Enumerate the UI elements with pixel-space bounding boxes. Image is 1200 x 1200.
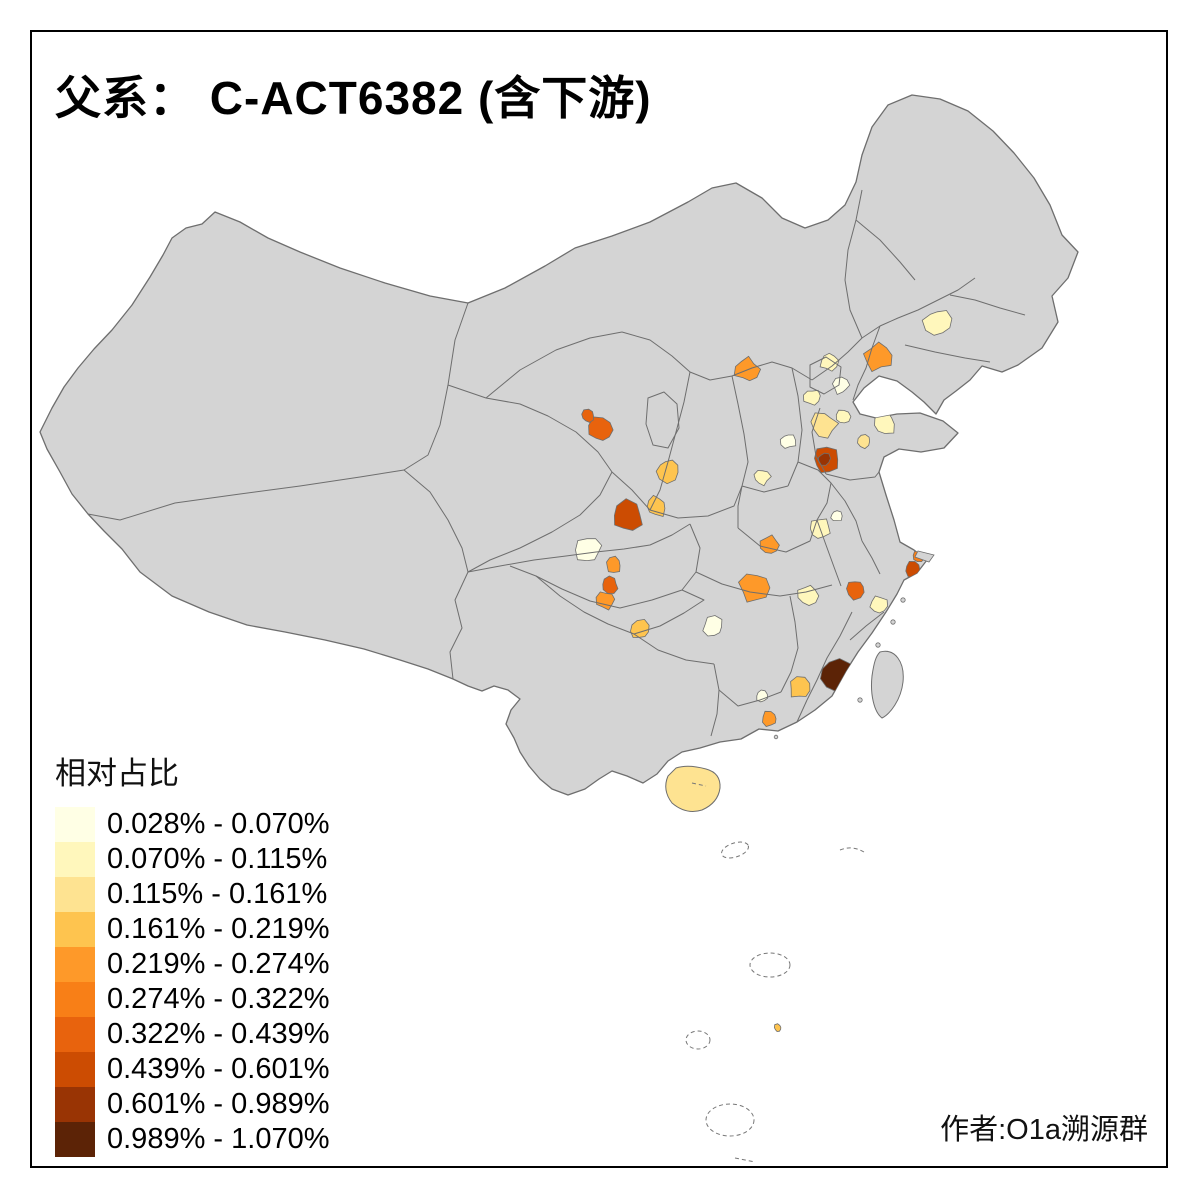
- legend-label: 0.070% - 0.115%: [107, 843, 328, 875]
- legend-label: 0.322% - 0.439%: [107, 1018, 330, 1050]
- coastal-islets: [773, 550, 935, 740]
- map-region: [838, 681, 853, 694]
- legend-swatch: [55, 842, 95, 877]
- map-region: [790, 676, 811, 698]
- mainland-shape: [39, 94, 1079, 796]
- highlighted-regions-offshore: [773, 1023, 782, 1033]
- map-region: [779, 434, 797, 449]
- legend-row: 0.601% - 0.989%: [55, 1087, 329, 1122]
- legend-label: 0.989% - 1.070%: [107, 1123, 330, 1155]
- legend-swatch: [55, 1017, 95, 1052]
- legend-swatch: [55, 1052, 95, 1087]
- legend-swatch: [55, 912, 95, 947]
- map-region: [602, 575, 619, 594]
- map-region: [759, 534, 780, 554]
- map-region: [817, 452, 831, 466]
- map-region: [857, 434, 871, 450]
- page-title: 父系： C-ACT6382 (含下游): [55, 72, 652, 124]
- south-china-sea-islands: [685, 782, 865, 1163]
- map-region: [921, 310, 953, 336]
- legend-row: 0.274% - 0.322%: [55, 982, 329, 1017]
- legend-entries: 0.028% - 0.070% 0.070% - 0.115% 0.115% - 0…: [55, 807, 329, 1157]
- legend-label: 0.439% - 0.601%: [107, 1053, 330, 1085]
- legend-row: 0.322% - 0.439%: [55, 1017, 329, 1052]
- legend-row: 0.070% - 0.115%: [55, 842, 329, 877]
- legend-label: 0.161% - 0.219%: [107, 913, 330, 945]
- map-region: [655, 459, 679, 485]
- map-region: [738, 573, 771, 603]
- map-region: [869, 595, 889, 614]
- legend-row: 0.219% - 0.274%: [55, 947, 329, 982]
- legend-row: 0.161% - 0.219%: [55, 912, 329, 947]
- legend-row: 0.028% - 0.070%: [55, 807, 329, 842]
- map-region: [773, 1023, 782, 1033]
- taiwan-island: [871, 650, 904, 719]
- legend-swatch: [55, 877, 95, 912]
- map-region: [802, 389, 821, 406]
- legend-swatch: [55, 1087, 95, 1122]
- map-region: [835, 409, 852, 424]
- legend-swatch: [55, 807, 95, 842]
- map-region: [575, 538, 603, 562]
- map-region: [753, 470, 772, 487]
- legend-row: 0.989% - 1.070%: [55, 1122, 329, 1157]
- map-region: [733, 355, 762, 382]
- highlighted-regions: [575, 310, 953, 727]
- map-region: [846, 581, 865, 601]
- map-region: [762, 710, 777, 727]
- legend-swatch: [55, 1122, 95, 1157]
- map-region: [613, 498, 643, 531]
- hainan-island: [665, 765, 721, 812]
- map-region: [630, 618, 650, 638]
- legend-label: 0.219% - 0.274%: [107, 948, 330, 980]
- province-borders: [87, 189, 1026, 737]
- map-region: [606, 555, 621, 573]
- attribution: 作者:O1a溯源群: [940, 1114, 1148, 1146]
- map-region: [581, 408, 594, 423]
- legend-label: 0.028% - 0.070%: [107, 808, 330, 840]
- map-region: [810, 412, 840, 439]
- map-region: [756, 689, 768, 703]
- map-region: [831, 376, 851, 396]
- legend: 相对占比 0.028% - 0.070% 0.070% - 0.115% 0.115…: [55, 748, 329, 1157]
- legend-row: 0.115% - 0.161%: [55, 877, 329, 912]
- legend-title: 相对占比: [55, 756, 179, 791]
- map-region: [863, 341, 893, 373]
- legend-label: 0.601% - 0.989%: [107, 1088, 330, 1120]
- legend-swatch: [55, 947, 95, 982]
- legend-swatch: [55, 982, 95, 1017]
- map-region: [702, 615, 723, 637]
- legend-label: 0.274% - 0.322%: [107, 983, 330, 1015]
- legend-label: 0.115% - 0.161%: [107, 878, 328, 910]
- map-region: [646, 494, 666, 518]
- legend-row: 0.439% - 0.601%: [55, 1052, 329, 1087]
- map-region: [830, 510, 843, 521]
